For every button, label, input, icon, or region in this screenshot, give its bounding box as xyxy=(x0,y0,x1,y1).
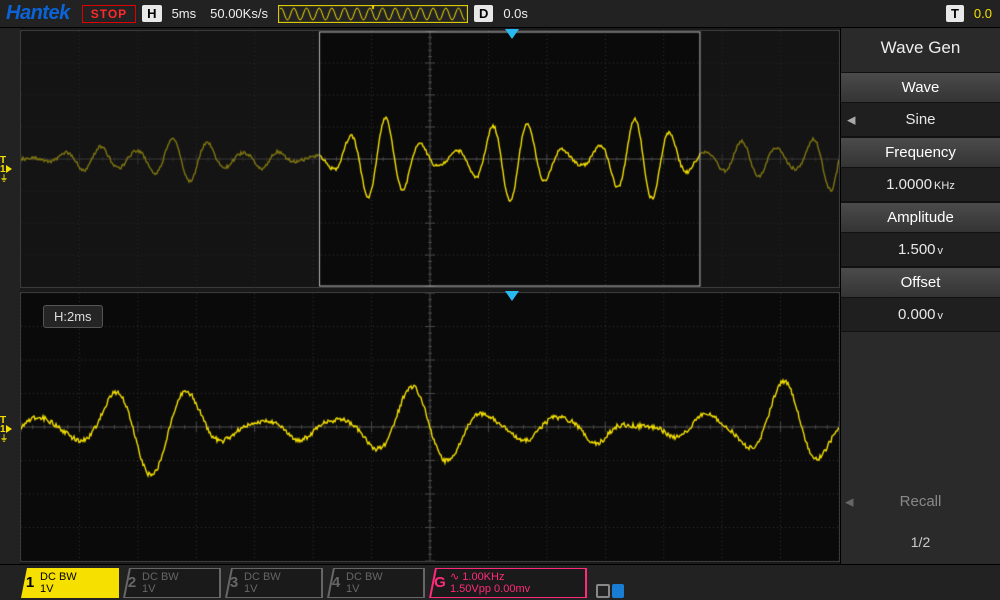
amplitude-value[interactable]: 1.500v xyxy=(841,233,1000,267)
usb-plug-icon xyxy=(612,584,624,598)
sample-rate: 50.00Ks/s xyxy=(206,6,272,21)
wave-gen-tab[interactable]: G∿ 1.00KHz1.50Vpp 0.00mv xyxy=(428,568,588,598)
channel-4-tab[interactable]: 4DC BW1V xyxy=(326,568,426,598)
frequency-value[interactable]: 1.0000KHz xyxy=(841,168,1000,202)
delay-label: D xyxy=(474,5,493,22)
waveform-upper[interactable] xyxy=(20,30,840,288)
offset-button[interactable]: Offset xyxy=(841,268,1000,298)
recall-button[interactable]: ◀ Recall xyxy=(841,483,1000,520)
timebase-value[interactable]: 5ms xyxy=(168,6,201,21)
menu-title: Wave Gen xyxy=(841,28,1000,72)
chevron-left-icon: ◀ xyxy=(845,495,853,508)
run-status[interactable]: STOP xyxy=(82,5,136,23)
wave-type-value[interactable]: ◀ Sine xyxy=(841,103,1000,137)
top-bar: Hantek STOP H 5ms 50.00Ks/s D 0.0s T 0.0 xyxy=(0,0,1000,28)
side-menu: Wave Gen Wave ◀ Sine Frequency 1.0000KHz… xyxy=(840,28,1000,564)
zoom-timebase-label: H:2ms xyxy=(43,305,103,328)
overview-waveform-icon xyxy=(278,5,468,23)
time-cursor-lower-icon[interactable] xyxy=(505,291,519,301)
wave-type-button[interactable]: Wave xyxy=(841,73,1000,103)
trigger-value[interactable]: 0.0 xyxy=(970,6,996,21)
chevron-left-icon: ◀ xyxy=(847,113,855,126)
page-indicator[interactable]: 1/2 xyxy=(841,520,1000,564)
brand-logo: Hantek xyxy=(4,2,76,25)
channel-1-tab[interactable]: 1DC BW1V xyxy=(20,568,120,598)
timebase-label: H xyxy=(142,5,161,22)
amplitude-button[interactable]: Amplitude xyxy=(841,203,1000,233)
ch1-zero-marker-lower: T1⏚ xyxy=(0,416,12,443)
offset-value[interactable]: 0.000v xyxy=(841,298,1000,332)
ch1-zero-marker-upper: T1⏚ xyxy=(0,156,12,183)
usb-indicator xyxy=(596,584,624,598)
usb-slot-icon xyxy=(596,584,610,598)
left-gutter: T1⏚ T1⏚ xyxy=(0,28,20,564)
channel-bar: 1DC BW1V2DC BW1V3DC BW1V4DC BW1VG∿ 1.00K… xyxy=(0,564,1000,600)
waveform-lower[interactable]: H:2ms xyxy=(20,292,840,562)
trigger-label: T xyxy=(946,5,964,22)
channel-3-tab[interactable]: 3DC BW1V xyxy=(224,568,324,598)
time-cursor-upper-icon[interactable] xyxy=(505,29,519,39)
delay-value[interactable]: 0.0s xyxy=(499,6,532,21)
frequency-button[interactable]: Frequency xyxy=(841,138,1000,168)
channel-2-tab[interactable]: 2DC BW1V xyxy=(122,568,222,598)
